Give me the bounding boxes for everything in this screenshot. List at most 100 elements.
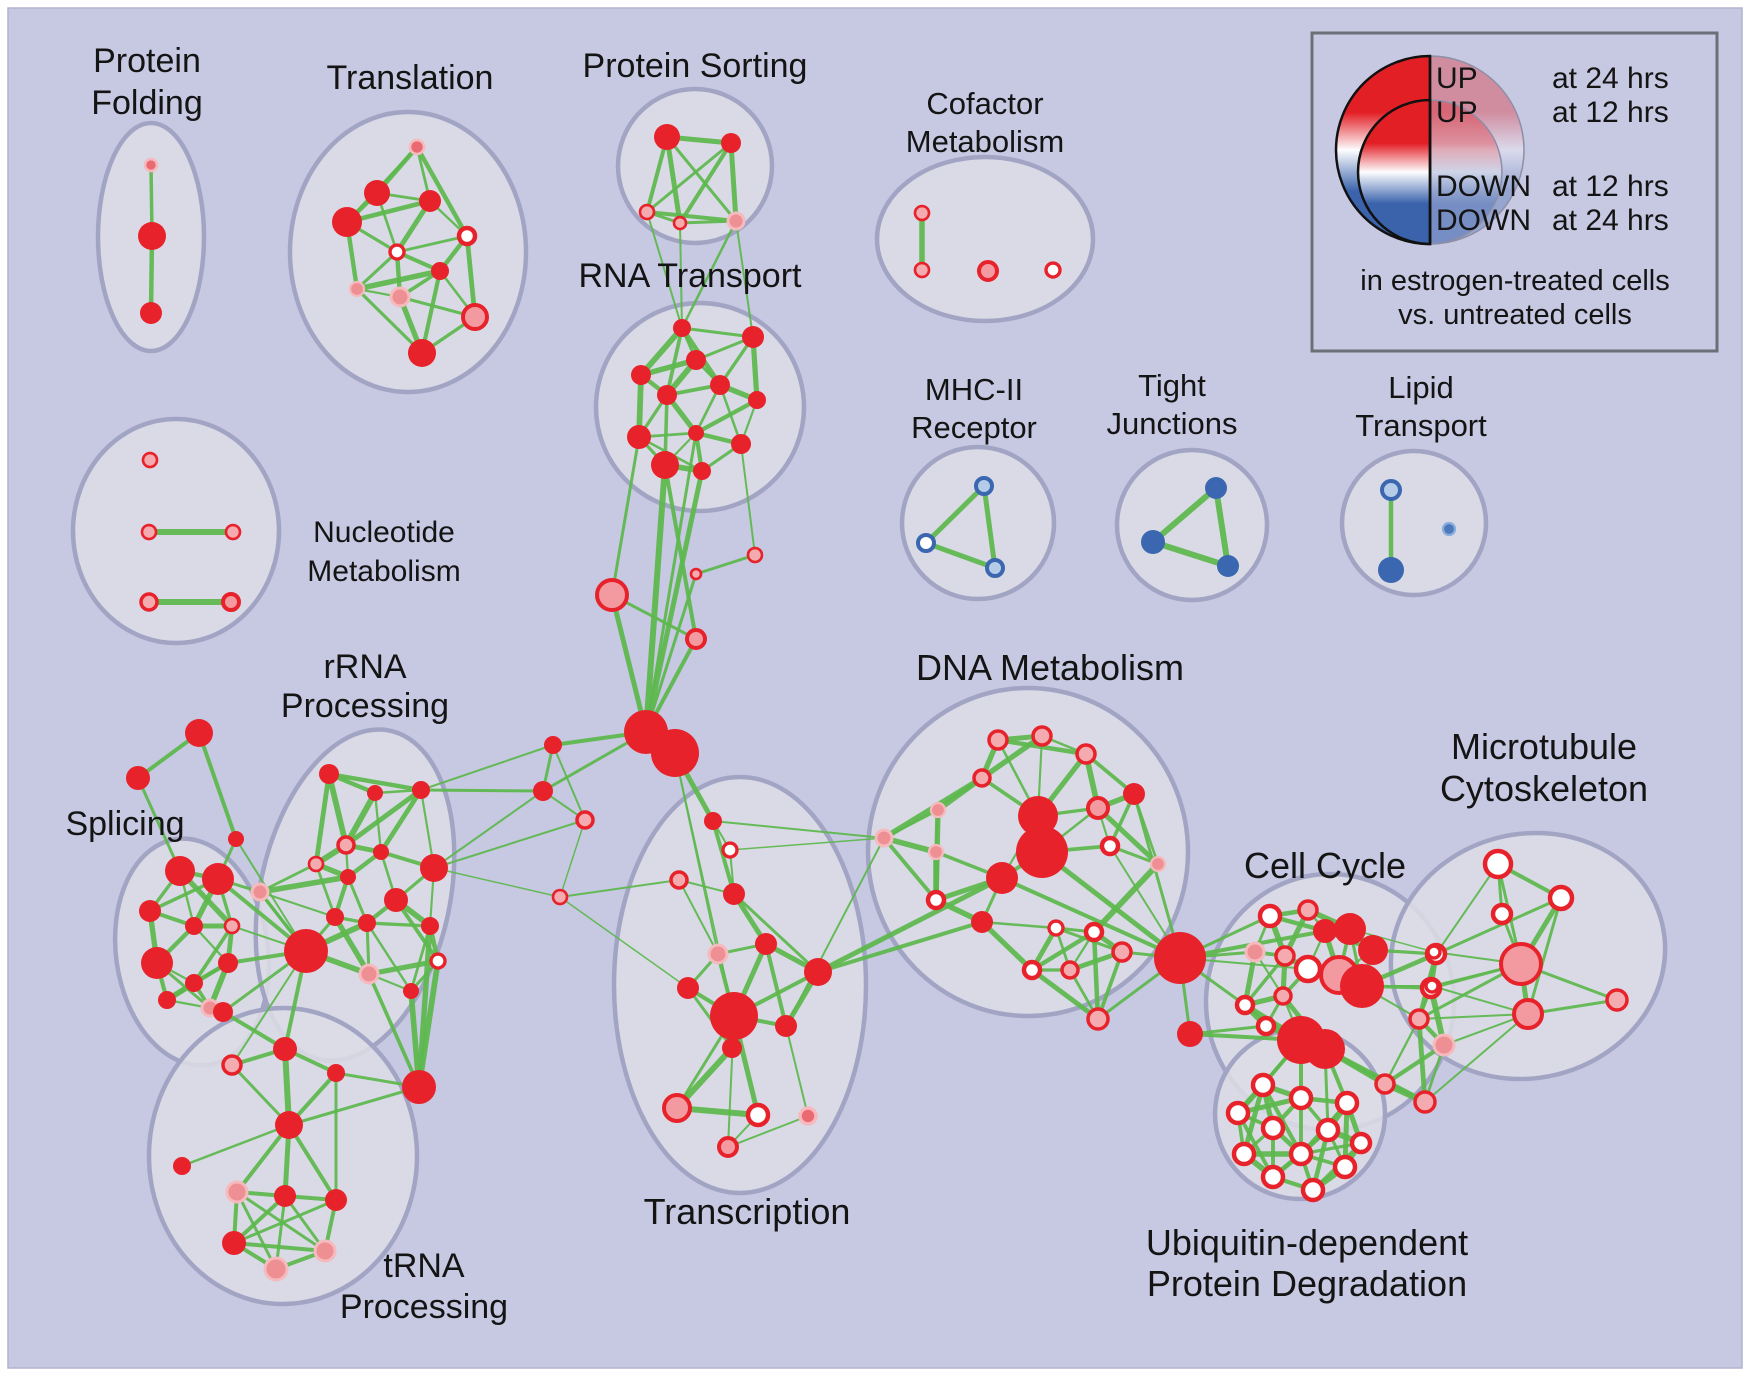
gene-node-rna_transport bbox=[627, 425, 651, 449]
cluster-ellipse-tight bbox=[1114, 447, 1270, 603]
edge-chain bbox=[552, 744, 586, 821]
gene-node-dna bbox=[1016, 826, 1068, 878]
gene-node-protein_folding bbox=[140, 302, 162, 324]
gene-node-rrna bbox=[384, 888, 408, 912]
cluster-label-trna: tRNA Processing bbox=[340, 1247, 508, 1326]
gene-node-rrna bbox=[373, 844, 389, 860]
gene-node-cellcycle bbox=[1297, 899, 1319, 921]
edge-tight bbox=[1213, 485, 1231, 569]
gene-node-cellcycle bbox=[1413, 1090, 1437, 1114]
gene-node-rna_transport bbox=[631, 365, 651, 385]
cluster-label-line: Microtubule bbox=[1451, 726, 1637, 767]
cluster-label-line: Transport bbox=[1355, 408, 1487, 443]
cluster-label-line: MHC-II bbox=[925, 372, 1023, 407]
gene-node-chain bbox=[723, 883, 745, 905]
gene-node-ubiquitin bbox=[1332, 1154, 1358, 1180]
gene-node-lipid bbox=[1378, 557, 1404, 583]
gene-node-rna_transport bbox=[651, 451, 679, 479]
edge-link bbox=[1418, 1013, 1529, 1020]
gene-node-mhc bbox=[916, 533, 936, 553]
cluster-label-line: Processing bbox=[281, 687, 449, 725]
cluster-label-line: Transcription bbox=[644, 1191, 851, 1232]
gene-node-dna bbox=[1111, 941, 1133, 963]
edge-tight bbox=[1150, 485, 1219, 545]
cluster-label-line: RNA Transport bbox=[579, 257, 803, 295]
gene-node-chain bbox=[704, 812, 722, 830]
edge-link bbox=[643, 468, 705, 735]
cluster-label-cofactor: Cofactor Metabolism bbox=[906, 86, 1065, 159]
gene-node-cofactor bbox=[913, 261, 931, 279]
nodes-layer bbox=[126, 124, 1629, 1282]
edge-cellcycle bbox=[1416, 1016, 1428, 1105]
cluster-label-transcription: Transcription bbox=[644, 1191, 851, 1232]
cluster-label-line: Tight bbox=[1138, 368, 1206, 403]
gene-node-dna bbox=[1086, 1007, 1110, 1031]
edge-dna bbox=[882, 836, 938, 902]
edge-dna bbox=[979, 733, 1045, 781]
edge-microtubule bbox=[1526, 896, 1563, 1016]
edge-link bbox=[644, 431, 698, 734]
edge-link bbox=[433, 819, 586, 869]
edge-trna bbox=[235, 1190, 278, 1271]
gene-node-rrna bbox=[307, 855, 325, 873]
edge-link bbox=[1039, 849, 1183, 961]
cluster-label-line: DNA Metabolism bbox=[916, 647, 1184, 688]
gene-node-chain bbox=[575, 810, 595, 830]
gene-node-chain bbox=[685, 628, 707, 650]
gene-node-chain bbox=[551, 888, 569, 906]
edge-link bbox=[729, 837, 885, 851]
edge-translation bbox=[354, 268, 443, 292]
edge-trna bbox=[235, 1123, 291, 1194]
edge-rrna bbox=[326, 771, 349, 848]
gene-node-lipid bbox=[1441, 521, 1457, 537]
gene-node-dna bbox=[986, 862, 1018, 894]
edge-rrna bbox=[343, 790, 378, 848]
gene-node-trna bbox=[221, 1054, 243, 1076]
gene-node-cellcycle bbox=[1274, 945, 1296, 967]
cluster-label-line: Metabolism bbox=[906, 124, 1065, 159]
edge-trna bbox=[287, 1123, 338, 1202]
gene-node-splicing bbox=[165, 856, 195, 886]
edge-link bbox=[680, 219, 738, 330]
gene-node-microtubule bbox=[1490, 902, 1514, 926]
edge-cellcycle bbox=[1383, 1017, 1421, 1086]
edge-dna bbox=[1096, 950, 1124, 1021]
cluster-label-line: Cytoskeleton bbox=[1440, 768, 1648, 809]
gene-node-tight bbox=[1141, 530, 1165, 554]
gene-node-rna_transport bbox=[657, 385, 677, 405]
gene-node-tight bbox=[1205, 477, 1227, 499]
edge-link bbox=[1434, 896, 1563, 956]
gene-node-ubiquitin bbox=[1260, 1115, 1286, 1141]
edge-link bbox=[785, 837, 885, 1027]
edge-rrna bbox=[258, 862, 318, 894]
cluster-label-cellcycle: Cell Cycle bbox=[1244, 845, 1406, 886]
gene-node-translation bbox=[389, 286, 411, 308]
edge-rrna bbox=[416, 923, 433, 1090]
cluster-label-protein_folding: Protein Folding bbox=[91, 42, 203, 122]
edge-rna_transport bbox=[665, 326, 684, 397]
cluster-label-protein_sorting: Protein Sorting bbox=[583, 47, 808, 85]
gene-node-trna bbox=[275, 1111, 303, 1139]
gene-node-cellcycle bbox=[1244, 941, 1266, 963]
gene-node-translation bbox=[348, 280, 366, 298]
gene-node-rna_transport bbox=[710, 375, 730, 395]
edge-mhc bbox=[923, 483, 987, 546]
edge-rrna bbox=[314, 862, 337, 919]
gene-node-rna_transport bbox=[748, 391, 766, 409]
gene-node-rrna bbox=[402, 1070, 436, 1104]
edge-link bbox=[815, 875, 1005, 975]
cluster-label-ubiquitin: Ubiquitin-dependent Protein Degradation bbox=[1146, 1222, 1468, 1304]
gene-node-microtubule bbox=[1499, 942, 1543, 986]
gene-node-cellcycle bbox=[1374, 1073, 1396, 1095]
legend-time-label: at 24 hrs bbox=[1552, 204, 1669, 237]
edge-link bbox=[419, 788, 545, 793]
edge-trna bbox=[232, 1198, 338, 1245]
gene-node-microtubule bbox=[1426, 944, 1442, 960]
edge-protein_sorting bbox=[665, 135, 738, 223]
edge-chain bbox=[694, 553, 757, 576]
edge-microtubule bbox=[1431, 985, 1529, 1015]
gene-node-dna bbox=[971, 911, 993, 933]
gene-node-dna bbox=[1075, 743, 1097, 765]
gene-node-dna bbox=[1060, 960, 1080, 980]
